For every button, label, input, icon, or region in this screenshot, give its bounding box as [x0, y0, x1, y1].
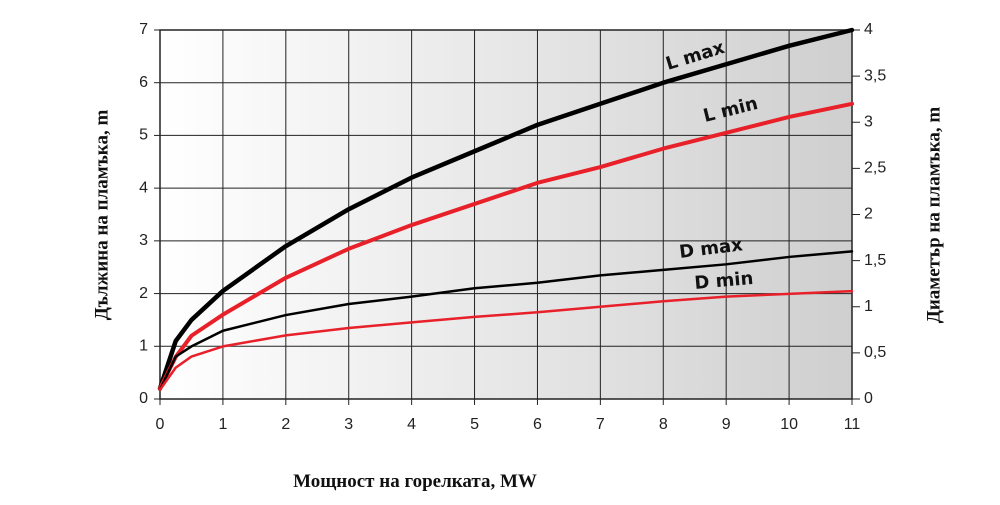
x-tick-label: 5 — [470, 416, 479, 433]
y-tick-label: 6 — [139, 74, 148, 91]
y-axis-title: Дължина на пламъка, m — [91, 110, 112, 321]
y-tick-label: 3 — [139, 232, 148, 249]
x-tick-label: 11 — [844, 416, 861, 433]
y-tick-label: 2 — [139, 285, 148, 302]
y2-tick-label: 3 — [864, 113, 873, 130]
series-line — [157, 27, 855, 391]
y2-tick-label: 2,5 — [864, 160, 886, 177]
series-line — [158, 289, 854, 392]
y-tick-label: 1 — [139, 338, 148, 355]
x-tick-label: 1 — [218, 416, 227, 433]
plot-frame — [159, 29, 853, 400]
y2-axis-title: Диаметър на пламъка, m — [923, 107, 944, 324]
x-tick-label: 4 — [407, 416, 416, 433]
y2-tick-label: 3,5 — [864, 67, 886, 84]
y2-tick-label: 1,5 — [864, 252, 886, 269]
y2-tick-label: 0,5 — [864, 344, 886, 361]
y2-tick-label: 2 — [864, 206, 873, 223]
series-label: D min — [694, 268, 755, 294]
y2-tick-label: 4 — [864, 21, 873, 38]
x-axis-title: Мощност на горелката, MW — [293, 471, 537, 492]
x-tick-label: 8 — [659, 416, 668, 433]
plot-area — [160, 30, 852, 399]
x-tick-label: 6 — [533, 416, 542, 433]
x-tick-label: 9 — [722, 416, 731, 433]
y2-tick-label: 1 — [864, 298, 873, 315]
y2-tick-label: 0 — [864, 390, 873, 407]
y-tick-label: 5 — [139, 127, 148, 144]
x-tick-label: 3 — [344, 416, 353, 433]
x-tick-label: 0 — [156, 416, 165, 433]
x-tick-label: 2 — [281, 416, 290, 433]
series-line — [158, 101, 854, 391]
y-tick-label: 7 — [139, 21, 148, 38]
y-tick-label: 4 — [139, 179, 148, 196]
x-tick-label: 10 — [780, 416, 798, 433]
series-line — [158, 250, 854, 392]
x-tick-label: 7 — [596, 416, 605, 433]
y-tick-label: 0 — [139, 390, 148, 407]
